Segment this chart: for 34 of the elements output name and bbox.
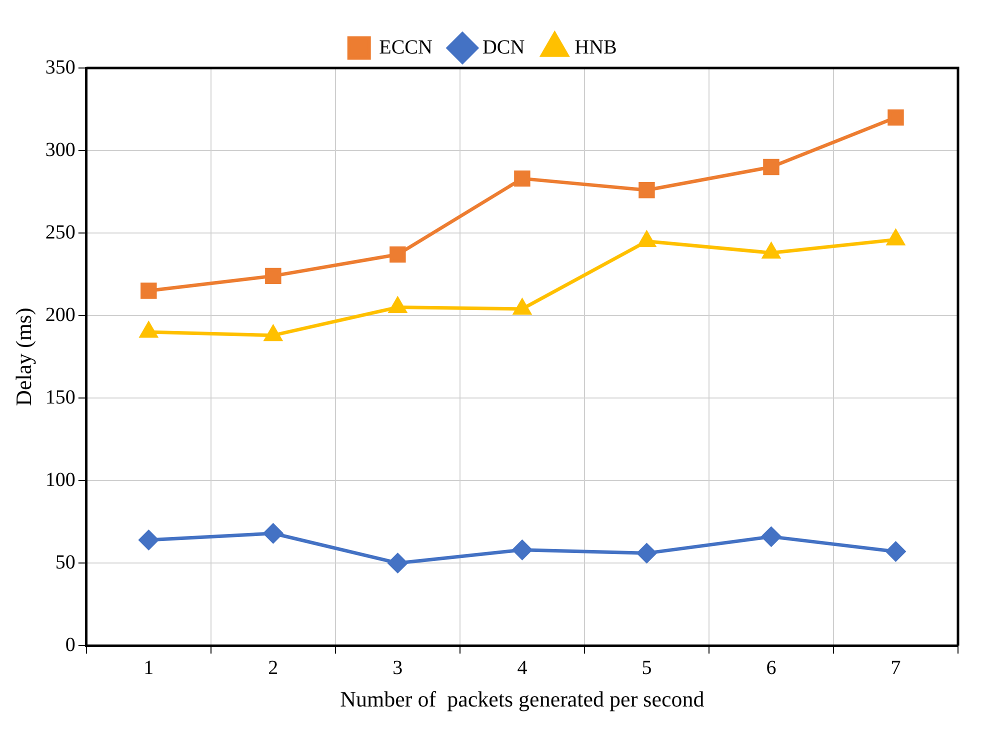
x-tick-label: 5 xyxy=(642,656,652,679)
point xyxy=(263,524,283,544)
x-tick-label: 4 xyxy=(517,656,528,679)
point xyxy=(388,553,408,573)
y-tick-label: 300 xyxy=(45,138,76,161)
x-tick-label: 7 xyxy=(890,656,901,679)
x-tick-label: 6 xyxy=(766,656,776,679)
point xyxy=(512,540,532,560)
x-tick-label: 2 xyxy=(268,656,278,679)
y-tick-label: 350 xyxy=(45,56,76,78)
y-tick-label: 150 xyxy=(45,386,76,408)
y-tick-label: 250 xyxy=(45,221,76,244)
y-axis-title: Delay (ms) xyxy=(10,308,36,406)
point xyxy=(888,109,904,126)
point xyxy=(138,530,158,550)
point xyxy=(761,526,781,546)
x-tick-label: 3 xyxy=(392,656,403,679)
point xyxy=(140,282,157,299)
point xyxy=(886,542,906,562)
legend-label: DCN xyxy=(482,36,525,58)
point xyxy=(265,268,282,284)
x-axis-title: Number of packets generated per second xyxy=(340,686,704,712)
point xyxy=(636,543,656,563)
legend-label: ECCN xyxy=(379,36,432,58)
point xyxy=(390,246,406,263)
x-tick-label: 1 xyxy=(144,656,154,679)
y-tick-label: 200 xyxy=(45,304,76,326)
y-tick-label: 100 xyxy=(45,468,76,491)
legend-label: HNB xyxy=(574,36,617,58)
point xyxy=(638,182,655,198)
y-tick-label: 0 xyxy=(65,634,76,656)
y-tick-label: 50 xyxy=(55,551,76,574)
point xyxy=(763,158,780,176)
point xyxy=(514,170,530,187)
